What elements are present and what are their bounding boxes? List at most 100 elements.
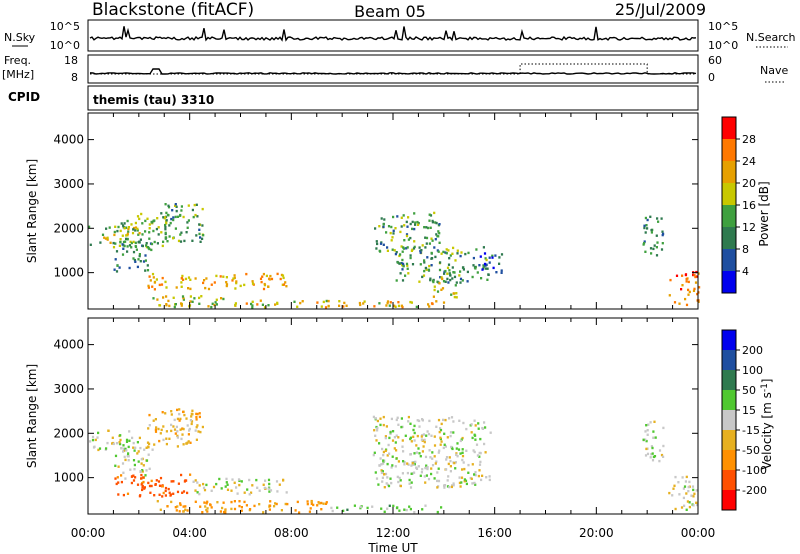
data-cell [115,270,119,273]
data-cell [94,438,97,442]
data-cell [643,240,646,243]
data-cell [401,472,404,475]
data-cell [118,266,121,269]
data-cell [156,298,159,301]
data-cell [191,300,194,303]
data-cell [265,274,268,278]
data-cell [226,483,229,486]
data-cell [400,216,403,219]
data-cell [115,442,119,445]
data-cell [127,445,130,449]
data-cell [117,465,120,468]
data-cell [462,421,465,425]
data-cell [134,446,137,449]
data-cell [190,420,194,423]
data-cell [445,248,448,251]
data-cell [125,438,129,442]
data-cell [151,272,155,276]
data-cell [486,278,489,281]
data-cell [256,486,259,489]
data-cell [444,418,447,422]
data-cell [184,508,187,511]
data-cell [655,246,658,249]
data-cell [660,248,664,251]
data-cell [402,450,405,453]
data-cell [430,264,433,267]
data-cell [687,293,690,296]
data-cell [692,488,695,492]
data-cell [133,463,136,467]
data-cell [409,300,412,304]
data-cell [253,504,256,508]
data-cell [470,477,473,480]
data-cell [421,434,424,437]
data-cell [160,212,163,215]
data-cell [439,261,442,264]
data-cell [668,491,671,495]
freq-trace [89,68,697,75]
data-cell [403,224,406,227]
data-cell [470,423,473,426]
data-cell [165,442,168,446]
data-cell [394,441,397,444]
data-cell [186,491,189,495]
data-cell [434,221,437,224]
data-cell [138,254,141,258]
data-cell [465,427,468,431]
data-cell [146,264,149,267]
colorbar-tick-label: 15 [742,404,756,417]
data-cell [467,463,470,467]
data-cell [133,468,136,471]
data-cell [422,433,425,436]
data-cell [156,242,159,245]
data-cell [144,230,147,233]
data-cell [182,215,185,219]
data-cell [459,254,462,258]
data-cell [451,484,454,487]
data-cell [380,469,383,472]
data-cell [438,430,441,434]
nsearch-tick-bottom: 10^0 [708,39,738,52]
data-cell [131,436,134,440]
data-cell [161,244,164,248]
data-cell [439,443,442,446]
data-cell [498,256,501,259]
data-cell [220,297,223,300]
data-cell [175,509,178,512]
data-cell [471,482,474,485]
data-cell [154,430,158,433]
data-cell [466,270,469,274]
data-cell [419,251,422,254]
data-cell [409,507,412,511]
data-cell [132,446,135,449]
data-cell [168,235,171,238]
data-cell [134,229,137,232]
data-cell [427,268,430,271]
data-cell [396,215,399,218]
data-cell [103,236,106,239]
cpid-panel [87,85,699,111]
data-cell [395,251,398,254]
data-cell [324,502,328,505]
data-cell [207,305,210,308]
data-cell [238,504,241,508]
data-cell [239,284,242,288]
data-cell [386,246,389,249]
data-cell [447,475,450,478]
data-cell [445,468,448,471]
data-cell [124,458,127,462]
colorbar-swatch [722,249,736,271]
data-cell [180,209,183,212]
data-cell [210,506,213,509]
data-cell [428,213,431,216]
data-cell [258,489,261,492]
data-cell [686,500,689,503]
data-cell [284,281,287,284]
data-cell [284,502,287,506]
data-cell [391,439,395,442]
colorbar-tick-label: 8 [742,243,749,256]
data-cell [432,295,435,298]
data-cell [400,417,403,420]
data-cell [230,489,233,492]
data-cell [206,507,209,510]
